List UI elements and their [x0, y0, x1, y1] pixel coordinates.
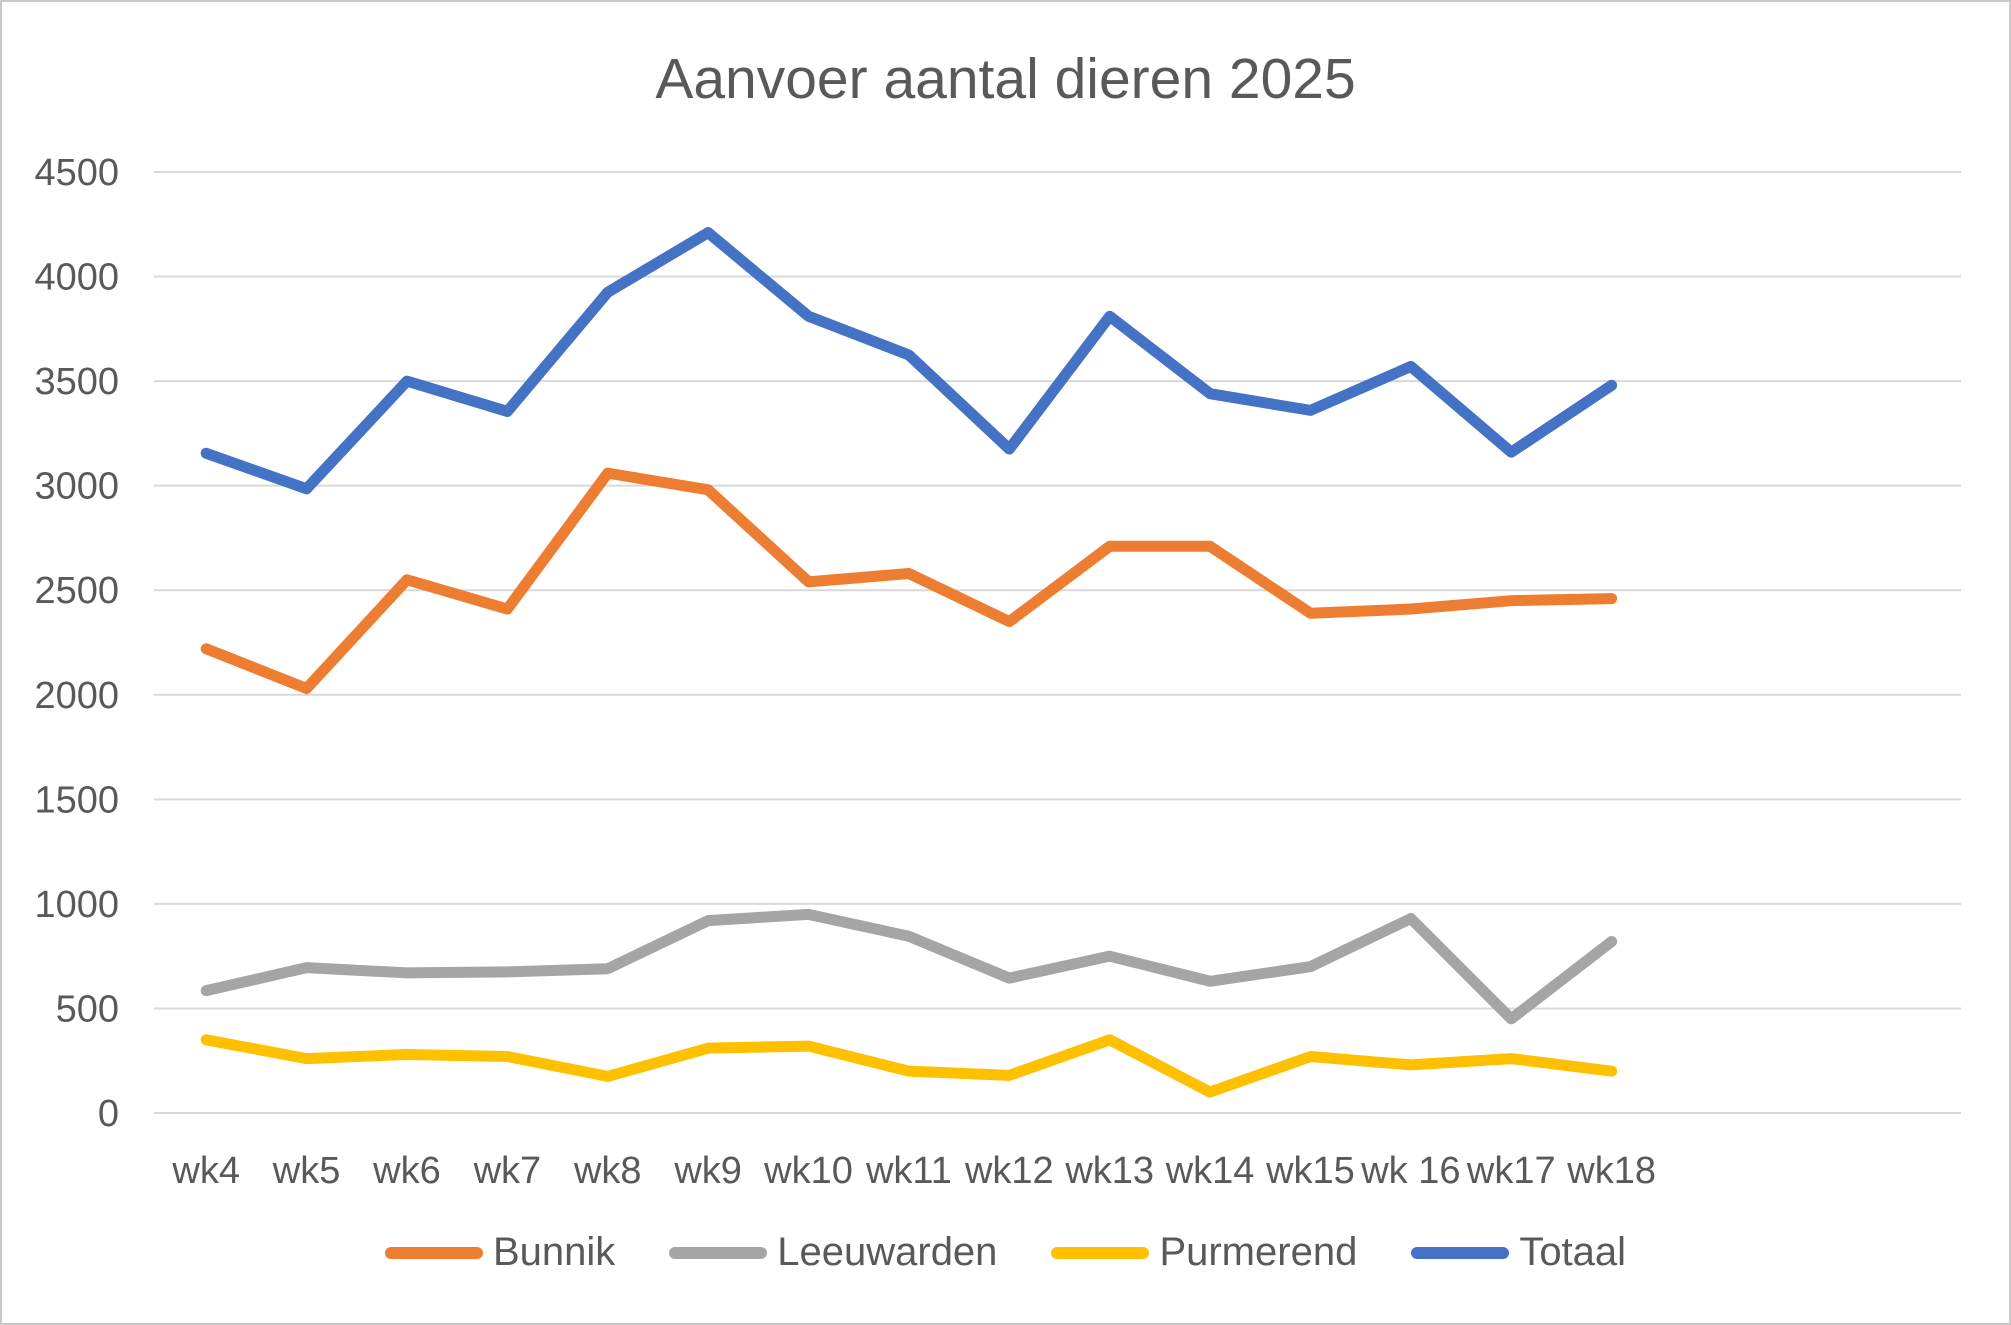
x-tick-label: wk7 — [473, 1150, 542, 1192]
legend-item-totaal: Totaal — [1411, 1230, 1626, 1275]
series-line-purmerend — [200, 1034, 1618, 1098]
legend-line-swatch — [384, 1246, 483, 1259]
x-tick-label: wk17 — [1466, 1150, 1556, 1192]
legend-label: Purmerend — [1159, 1230, 1358, 1274]
x-tick-label: wk15 — [1265, 1150, 1355, 1192]
legend-line-swatch — [1411, 1246, 1510, 1259]
x-tick-label: wk10 — [763, 1150, 853, 1192]
y-tick-label: 1500 — [34, 779, 119, 821]
y-tick-label: 0 — [98, 1093, 119, 1135]
y-tick-label: 4500 — [34, 152, 119, 194]
x-tick-label: wk 16 — [1360, 1150, 1460, 1192]
y-tick-label: 2000 — [34, 675, 119, 717]
x-tick-label: wk4 — [171, 1150, 240, 1192]
y-tick-label: 3000 — [34, 466, 119, 508]
x-tick-label: wk9 — [673, 1150, 742, 1192]
legend-label: Bunnik — [492, 1230, 616, 1274]
x-tick-label: wk14 — [1165, 1150, 1255, 1192]
y-tick-label: 500 — [56, 988, 119, 1030]
legend-label: Totaal — [1519, 1230, 1627, 1274]
legend-label: Leeuwarden — [777, 1230, 998, 1274]
y-tick-label: 4000 — [34, 257, 119, 299]
x-tick-label: wk11 — [865, 1150, 952, 1192]
y-tick-label: 2500 — [34, 570, 119, 612]
x-tick-label: wk13 — [1064, 1150, 1154, 1192]
legend-item-leeuwarden: Leeuwarden — [669, 1230, 997, 1275]
series-line-bunnik — [200, 467, 1618, 695]
x-axis-tick-labels: wk4 wk5 wk6 wk7 wk8 wk9 wk10 wk11 wk12 wk13 wk14 wk… — [171, 1150, 1656, 1192]
x-tick-label: wk5 — [272, 1150, 341, 1192]
legend-item-purmerend: Purmerend — [1051, 1230, 1357, 1275]
series-line-totaal — [200, 227, 1618, 495]
y-tick-label: 1000 — [34, 884, 119, 926]
y-tick-label: 3500 — [34, 361, 119, 403]
legend-line-swatch — [669, 1246, 768, 1259]
y-axis-tick-labels: 0 500 1000 1500 2000 2500 3000 3500 4000 4500 — [34, 152, 119, 1135]
x-tick-label: wk8 — [573, 1150, 642, 1192]
legend: Bunnik Leeuwarden Purmerend Totaal — [2, 1230, 2009, 1275]
x-tick-label: wk18 — [1566, 1150, 1656, 1192]
x-tick-label: wk6 — [372, 1150, 441, 1192]
series-line-leeuwarden — [200, 908, 1618, 1025]
x-tick-label: wk12 — [964, 1150, 1054, 1192]
legend-line-swatch — [1051, 1246, 1150, 1259]
series-lines — [200, 227, 1618, 1098]
chart-title: Aanvoer aantal dieren 2025 — [655, 47, 1356, 111]
legend-item-bunnik: Bunnik — [384, 1230, 616, 1275]
